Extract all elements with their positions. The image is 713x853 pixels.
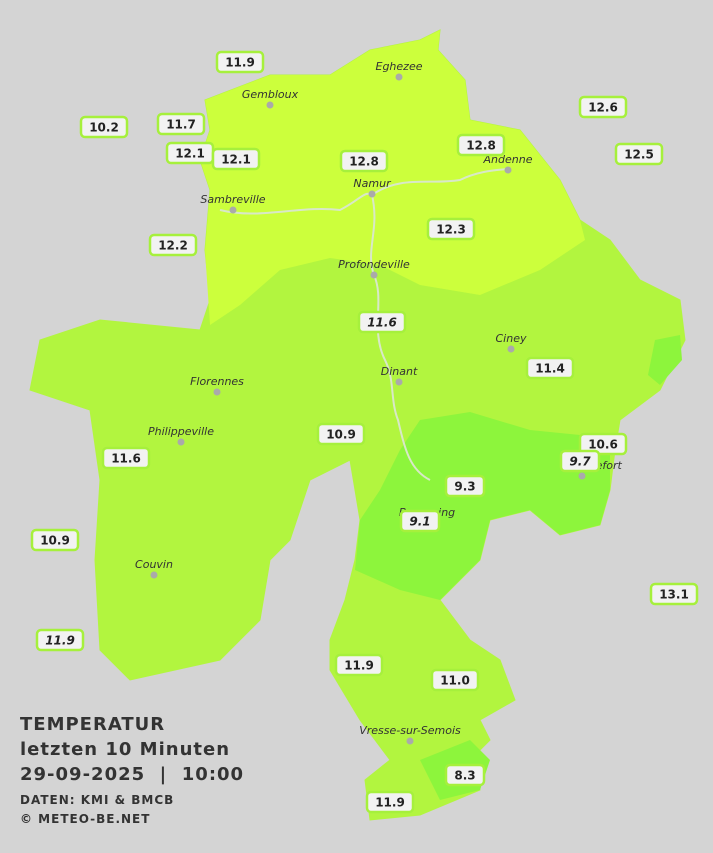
town-label: Vresse-sur-Semois (359, 724, 461, 737)
station-box (101, 446, 151, 470)
station-box (215, 50, 265, 74)
station-value: 11.9 (375, 796, 405, 810)
station-value: 11.4 (535, 362, 565, 376)
credit: © METEO-BE.NET (20, 812, 150, 826)
station-value: 11.7 (166, 118, 196, 132)
town-label: Sambreville (200, 193, 265, 206)
town-label: Profondeville (338, 258, 410, 271)
station-value: 12.1 (175, 147, 205, 161)
station-value: 12.8 (349, 155, 379, 169)
station-box (365, 790, 415, 814)
town-dot (578, 472, 586, 480)
station-box (339, 149, 389, 173)
station-box (316, 422, 366, 446)
station-box (357, 310, 407, 334)
warm-zone (200, 30, 585, 325)
station-box (148, 233, 198, 257)
town-label: Philippeville (148, 425, 214, 438)
station-value: 13.1 (659, 588, 689, 602)
station-box (649, 582, 699, 606)
datetime: 29-09-2025 | 10:00 (20, 764, 244, 785)
station-box (79, 115, 129, 139)
station-box (156, 112, 206, 136)
cool-zone (355, 412, 610, 600)
town-label: Couvin (135, 558, 173, 571)
town-dot (213, 388, 221, 396)
station-value: 11.9 (225, 56, 255, 70)
town-dot (266, 101, 274, 109)
town-label: Ciney (496, 332, 527, 345)
station-value: 9.7 (569, 455, 591, 469)
station-value: 10.2 (89, 121, 119, 135)
station-box (578, 432, 628, 456)
station-box (426, 217, 476, 241)
town-dot (395, 378, 403, 386)
station-value: 11.9 (344, 659, 374, 673)
station-value: 11.0 (440, 674, 470, 688)
town-label: Eghezee (376, 60, 423, 73)
town-dot (504, 166, 512, 174)
station-box (456, 133, 506, 157)
station-value: 9.3 (454, 480, 475, 494)
station-box (614, 142, 664, 166)
station-box (559, 449, 601, 473)
station-value: 11.9 (45, 634, 75, 648)
station-box (334, 653, 384, 677)
station-box (30, 528, 80, 552)
station-box (444, 474, 486, 498)
station-box (35, 628, 85, 652)
town-dot (406, 737, 414, 745)
station-value: 11.6 (111, 452, 141, 466)
station-box (444, 763, 486, 787)
station-value: 12.8 (466, 139, 496, 153)
station-box (578, 95, 628, 119)
town-dot (507, 345, 515, 353)
station-value: 9.1 (409, 515, 430, 529)
station-value: 10.9 (326, 428, 356, 442)
station-value: 8.3 (454, 769, 475, 783)
station-box (211, 147, 261, 171)
town-label: Namur (353, 177, 392, 190)
station-box (399, 509, 441, 533)
station-value: 12.1 (221, 153, 251, 167)
town-dot (150, 571, 158, 579)
station-value: 12.6 (588, 101, 618, 115)
cool-zone (648, 335, 682, 385)
town-dot (229, 206, 237, 214)
town-dot (177, 438, 185, 446)
town-dot (368, 190, 376, 198)
station-value: 10.9 (40, 534, 70, 548)
subtitle: letzten 10 Minuten (20, 739, 230, 760)
town-label: Gembloux (242, 88, 299, 101)
town-label: Dinant (381, 365, 418, 378)
town-label: Florennes (190, 375, 244, 388)
station-value: 11.6 (367, 316, 397, 330)
station-value: 12.5 (624, 148, 654, 162)
station-value: 12.3 (436, 223, 466, 237)
station-value: 12.2 (158, 239, 188, 253)
station-box (525, 356, 575, 380)
town-dot (370, 271, 378, 279)
town-dot (395, 73, 403, 81)
station-value: 10.6 (588, 438, 618, 452)
station-box (430, 668, 480, 692)
source: DATEN: KMI & BMCB (20, 793, 174, 807)
title: TEMPERATUR (20, 714, 165, 735)
